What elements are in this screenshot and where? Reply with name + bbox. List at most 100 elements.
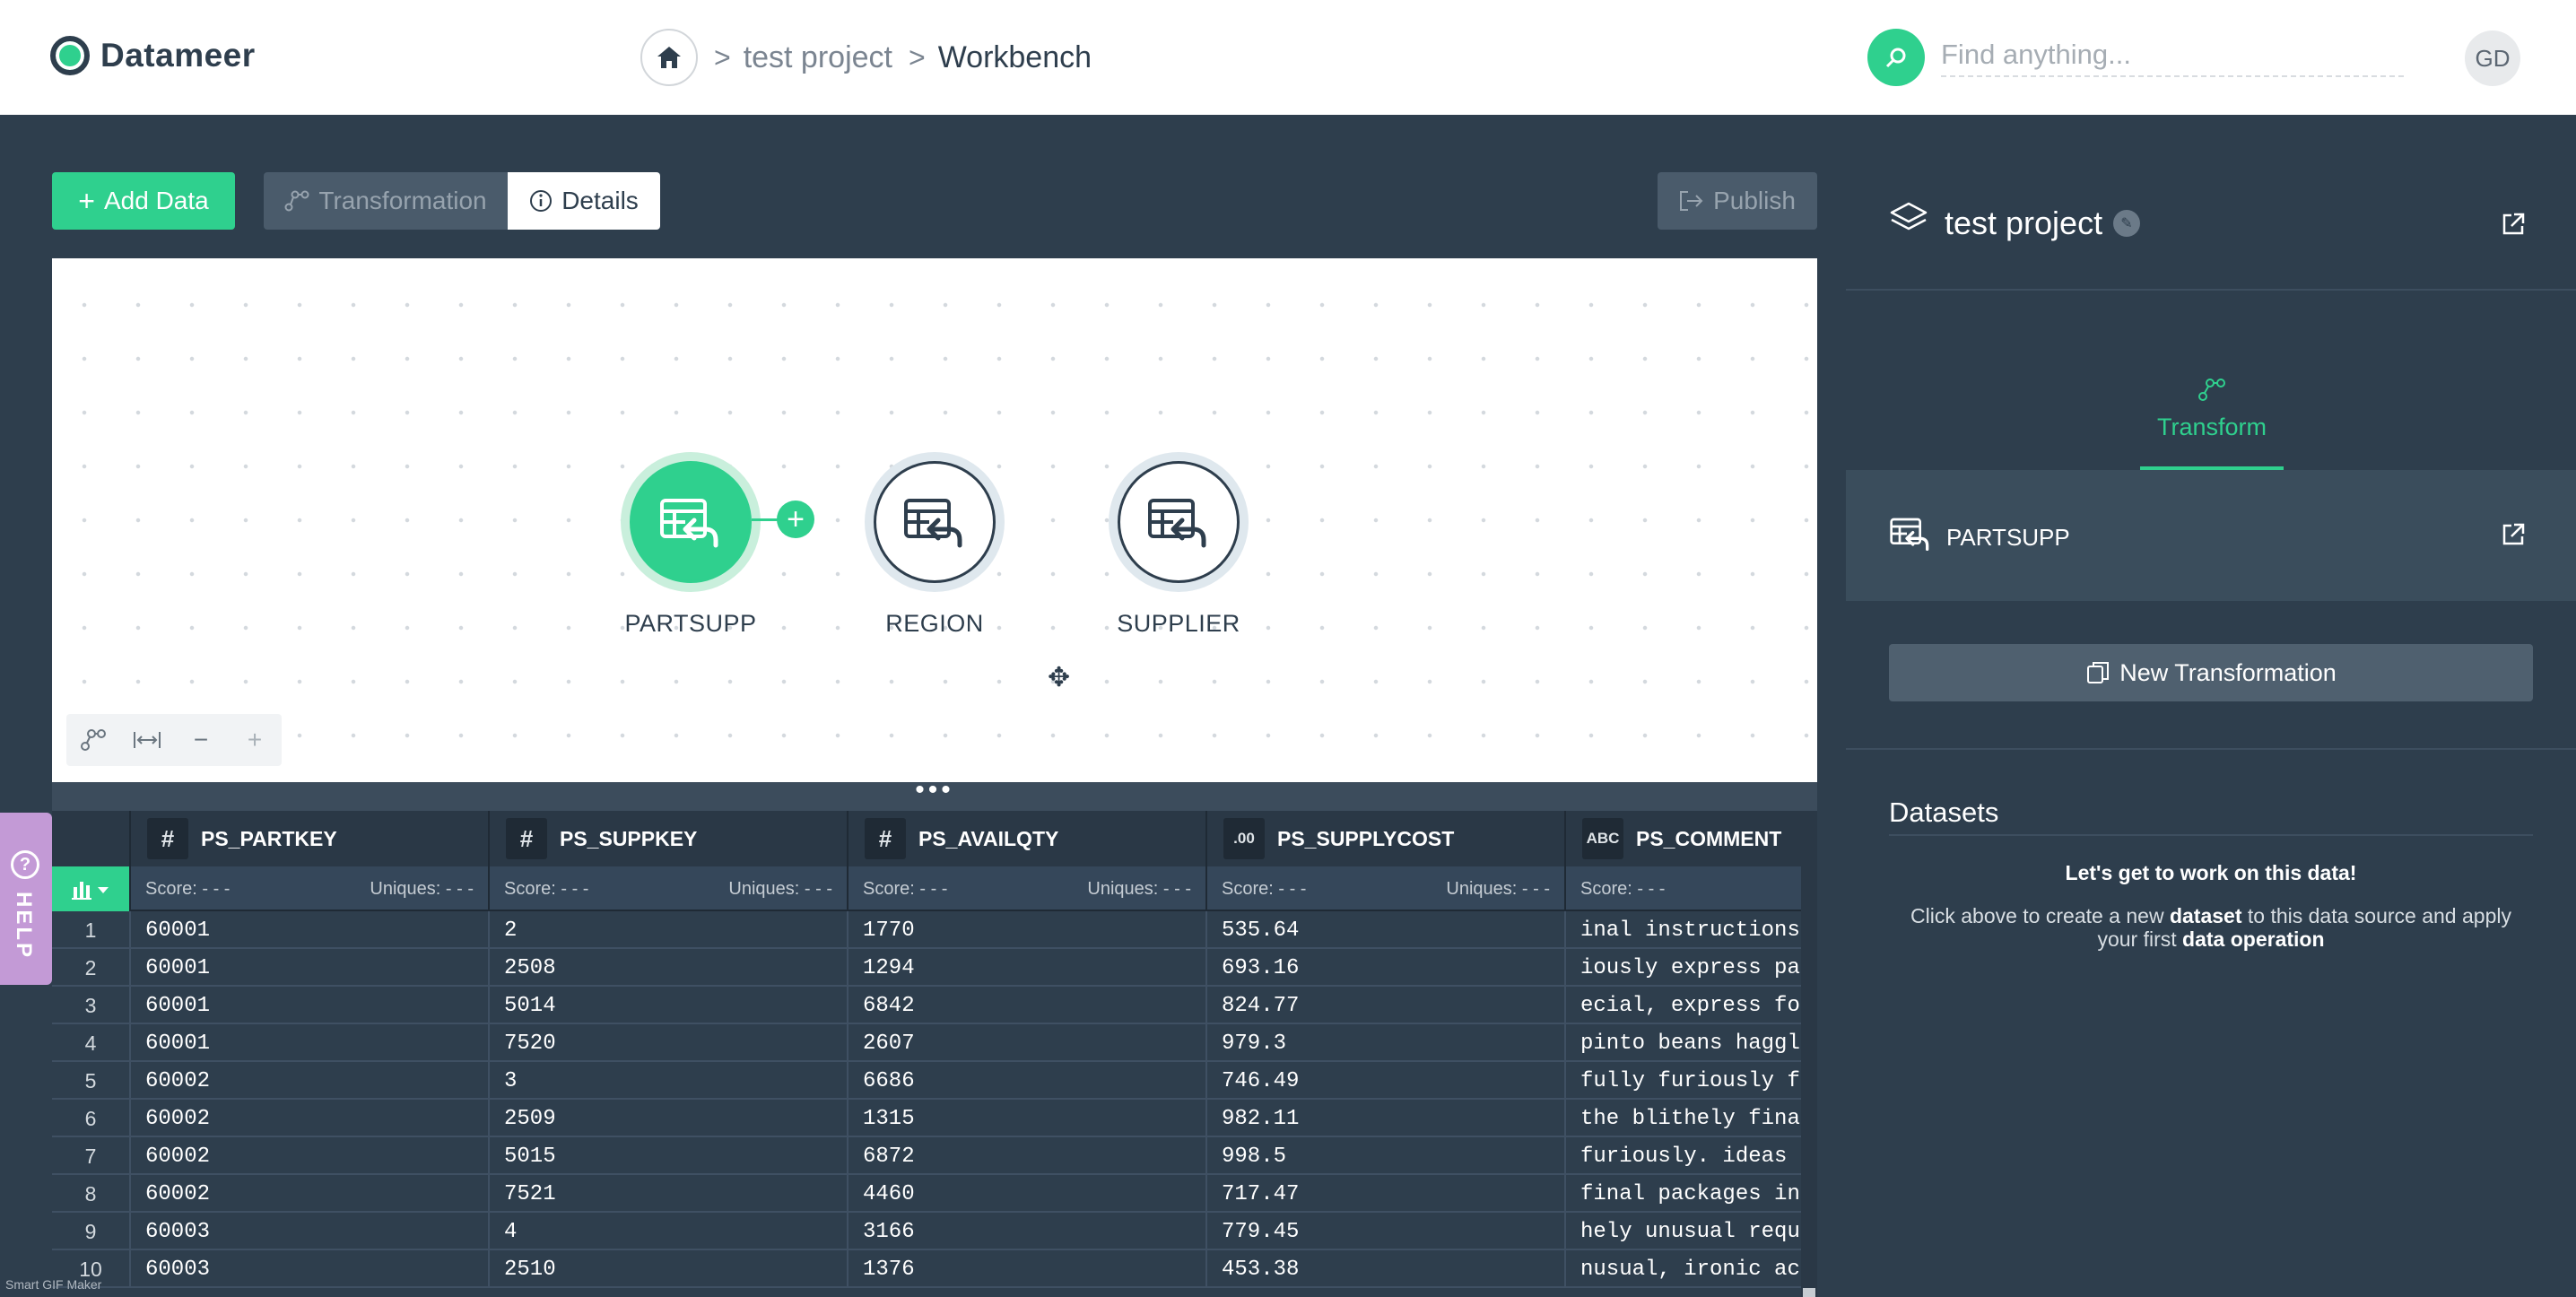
node-supplier[interactable]: SUPPLIER [1107,452,1250,638]
table-cell[interactable]: 60001 [129,911,488,949]
table-cell[interactable]: 6842 [847,987,1205,1024]
edit-project-button[interactable]: ✎ [2113,210,2140,237]
table-cell[interactable]: 5015 [488,1137,847,1175]
search-input[interactable] [1941,34,2404,77]
table-cell[interactable]: 2509 [488,1100,847,1137]
auto-layout-button[interactable] [66,714,120,766]
column-header-ps-supplycost[interactable]: .00 PS_SUPPLYCOST [1205,811,1564,866]
table-cell[interactable]: 982.11 [1205,1100,1564,1137]
breadcrumb-project[interactable]: test project [743,39,892,74]
table-cell[interactable]: fully furiously f [1564,1062,1801,1100]
column-stats-toggle[interactable] [52,866,129,911]
table-cell[interactable]: the blithely fina [1564,1100,1801,1137]
table-row[interactable]: 10 60003 2510 1376 453.38 nusual, ironic ac [52,1250,1801,1288]
table-row[interactable]: 4 60001 7520 2607 979.3 pinto beans haggl [52,1024,1801,1062]
table-row[interactable]: 6 60002 2509 1315 982.11 the blithely fina [52,1100,1801,1137]
table-cell[interactable]: 60001 [129,987,488,1024]
table-cell[interactable]: 60002 [129,1100,488,1137]
table-cell[interactable]: 60003 [129,1213,488,1250]
selected-dataset[interactable]: PARTSUPP [1846,470,2576,601]
zoom-out-button[interactable]: − [193,726,209,753]
app-logo[interactable]: Datameer [50,36,256,75]
breadcrumb-separator: > [909,40,926,74]
grid-scrollbar[interactable] [1801,811,1817,1297]
table-row[interactable]: 3 60001 5014 6842 824.77 ecial, express fo [52,987,1801,1024]
table-cell[interactable]: 3 [488,1062,847,1100]
table-cell[interactable]: 824.77 [1205,987,1564,1024]
table-cell[interactable]: 717.47 [1205,1175,1564,1213]
table-cell[interactable]: 2510 [488,1250,847,1288]
table-cell[interactable]: pinto beans haggl [1564,1024,1801,1062]
search-button[interactable] [1867,29,1925,86]
fit-to-screen-button[interactable] [120,714,174,766]
table-cell[interactable]: 60003 [129,1250,488,1288]
help-tab[interactable]: ? HELP [0,813,52,985]
table-cell[interactable]: nusual, ironic ac [1564,1250,1801,1288]
table-cell[interactable]: 4460 [847,1175,1205,1213]
row-number: 10 [79,1257,102,1281]
table-cell[interactable]: 5014 [488,987,847,1024]
table-cell[interactable]: 535.64 [1205,911,1564,949]
table-cell[interactable]: furiously. ideas [1564,1137,1801,1175]
table-cell[interactable]: 7520 [488,1024,847,1062]
user-avatar[interactable]: GD [2465,30,2520,86]
node-partsupp[interactable]: PARTSUPP [619,452,762,638]
table-cell[interactable]: 6686 [847,1062,1205,1100]
table-cell[interactable]: 6872 [847,1137,1205,1175]
table-cell[interactable]: 693.16 [1205,949,1564,987]
pane-splitter[interactable]: ••• [52,777,1817,811]
column-header-ps-suppkey[interactable]: # PS_SUPPKEY [488,811,847,866]
dataset-import-icon [660,499,718,548]
column-header-ps-availqty[interactable]: # PS_AVAILQTY [847,811,1205,866]
table-cell[interactable]: 779.45 [1205,1213,1564,1250]
table-cell[interactable]: 2607 [847,1024,1205,1062]
table-cell[interactable]: 2508 [488,949,847,987]
column-header-ps-comment[interactable]: ABC PS_COMMENT [1564,811,1801,866]
grid-scrollbar-thumb[interactable] [1803,1288,1815,1297]
table-cell[interactable]: 1770 [847,911,1205,949]
table-cell[interactable]: 60001 [129,1024,488,1062]
table-cell[interactable]: 998.5 [1205,1137,1564,1175]
transformation-tab[interactable]: Transformation [264,172,508,230]
table-cell[interactable]: 746.49 [1205,1062,1564,1100]
node-region[interactable]: REGION [863,452,1006,638]
add-node-button[interactable]: + [777,501,814,538]
table-cell[interactable]: 4 [488,1213,847,1250]
table-row[interactable]: 7 60002 5015 6872 998.5 furiously. ideas [52,1137,1801,1175]
add-data-button[interactable]: + Add Data [52,172,235,230]
home-button[interactable] [640,29,698,86]
table-row[interactable]: 9 60003 4 3166 779.45 hely unusual requ [52,1213,1801,1250]
table-cell[interactable]: final packages in [1564,1175,1801,1213]
table-cell[interactable]: 453.38 [1205,1250,1564,1288]
table-row[interactable]: 5 60002 3 6686 746.49 fully furiously f [52,1062,1801,1100]
table-row[interactable]: 8 60002 7521 4460 717.47 final packages in [52,1175,1801,1213]
table-cell[interactable]: 979.3 [1205,1024,1564,1062]
table-cell[interactable]: 60002 [129,1137,488,1175]
table-cell[interactable]: inal instructions [1564,911,1801,949]
column-header-ps-partkey[interactable]: # PS_PARTKEY [129,811,488,866]
table-cell[interactable]: 3166 [847,1213,1205,1250]
details-tab[interactable]: Details [508,172,660,230]
zoom-in-button[interactable]: + [247,726,263,753]
table-row[interactable]: 2 60001 2508 1294 693.16 iously express pa [52,949,1801,987]
new-transformation-button[interactable]: New Transformation [1889,644,2533,701]
table-cell[interactable]: iously express pa [1564,949,1801,987]
table-cell[interactable]: 60001 [129,949,488,987]
table-cell[interactable]: hely unusual requ [1564,1213,1801,1250]
workflow-canvas[interactable]: PARTSUPP + REGION SUPPLIER ✥ − + [52,258,1817,782]
uniques-text: Uniques: - - - [1446,878,1550,899]
table-cell[interactable]: ecial, express fo [1564,987,1801,1024]
table-cell[interactable]: 1376 [847,1250,1205,1288]
table-cell[interactable]: 1294 [847,949,1205,987]
table-cell[interactable]: 1315 [847,1100,1205,1137]
decimal-type-icon: .00 [1223,818,1265,859]
table-cell[interactable]: 60002 [129,1175,488,1213]
table-cell[interactable]: 60002 [129,1062,488,1100]
open-external-icon[interactable] [2501,212,2526,237]
table-cell[interactable]: 7521 [488,1175,847,1213]
publish-button[interactable]: Publish [1658,172,1817,230]
tab-transform[interactable]: Transform [2140,377,2284,470]
table-cell[interactable]: 2 [488,911,847,949]
open-external-icon[interactable] [2501,522,2526,547]
table-row[interactable]: 1 60001 2 1770 535.64 inal instructions [52,911,1801,949]
